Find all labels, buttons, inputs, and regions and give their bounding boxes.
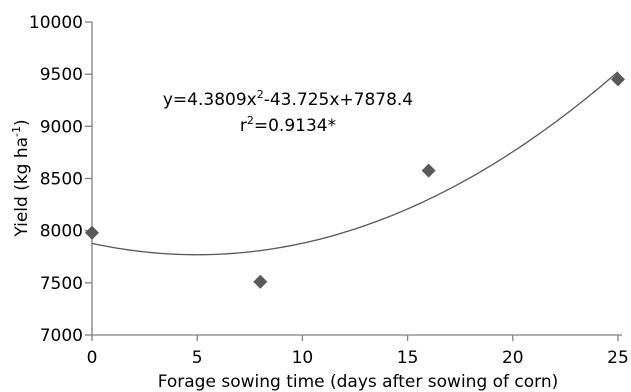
- x-tick-label: 15: [397, 348, 419, 368]
- data-points: [85, 72, 625, 289]
- x-tick-label: 25: [607, 348, 629, 368]
- y-axis-label-superscript: -1: [10, 126, 23, 137]
- y-axis-label-close: ): [12, 119, 32, 126]
- r-squared-superscript: 2: [247, 114, 254, 127]
- data-point-diamond: [421, 163, 436, 178]
- y-tick-label: 8000: [40, 222, 83, 242]
- y-axis-label-main: Yield (kg ha: [12, 137, 32, 238]
- y-axis-ticks: 7000 7500 8000 8500 9000 9500 10000: [29, 13, 92, 346]
- equation-part-2: -43.725x+7878.4: [264, 90, 413, 110]
- data-point-diamond: [85, 225, 99, 240]
- y-axis-label: Yield (kg ha-1): [10, 119, 32, 237]
- x-axis-label: Forage sowing time (days after sowing of…: [158, 372, 559, 392]
- y-tick-label: 10000: [29, 13, 83, 33]
- x-tick-label: 20: [502, 348, 524, 368]
- y-tick-label: 9500: [40, 65, 83, 85]
- data-point-diamond: [253, 274, 268, 289]
- r-squared-label: r2=0.9134*: [240, 114, 336, 136]
- r-squared-part-1: r: [240, 116, 247, 136]
- y-tick-label: 9000: [40, 117, 83, 137]
- y-tick-label: 7000: [40, 326, 83, 346]
- y-tick-label: 8500: [40, 170, 83, 190]
- equation-superscript: 2: [257, 88, 264, 101]
- data-point-diamond: [611, 72, 625, 87]
- x-tick-label: 0: [87, 348, 98, 368]
- x-tick-label: 5: [192, 348, 203, 368]
- equation-label: y=4.3809x2-43.725x+7878.4: [163, 88, 413, 110]
- x-tick-label: 10: [292, 348, 314, 368]
- equation-part-1: y=4.3809x: [163, 90, 257, 110]
- trendline-curve: [91, 71, 619, 256]
- r-squared-part-2: =0.9134*: [254, 116, 336, 136]
- y-tick-label: 7500: [40, 274, 83, 294]
- plot-area: 7000 7500 8000 8500 9000 9500 10000 0 5 10 15 20 25: [29, 13, 629, 368]
- x-axis-ticks: 0 5 10 15 20 25: [87, 335, 629, 368]
